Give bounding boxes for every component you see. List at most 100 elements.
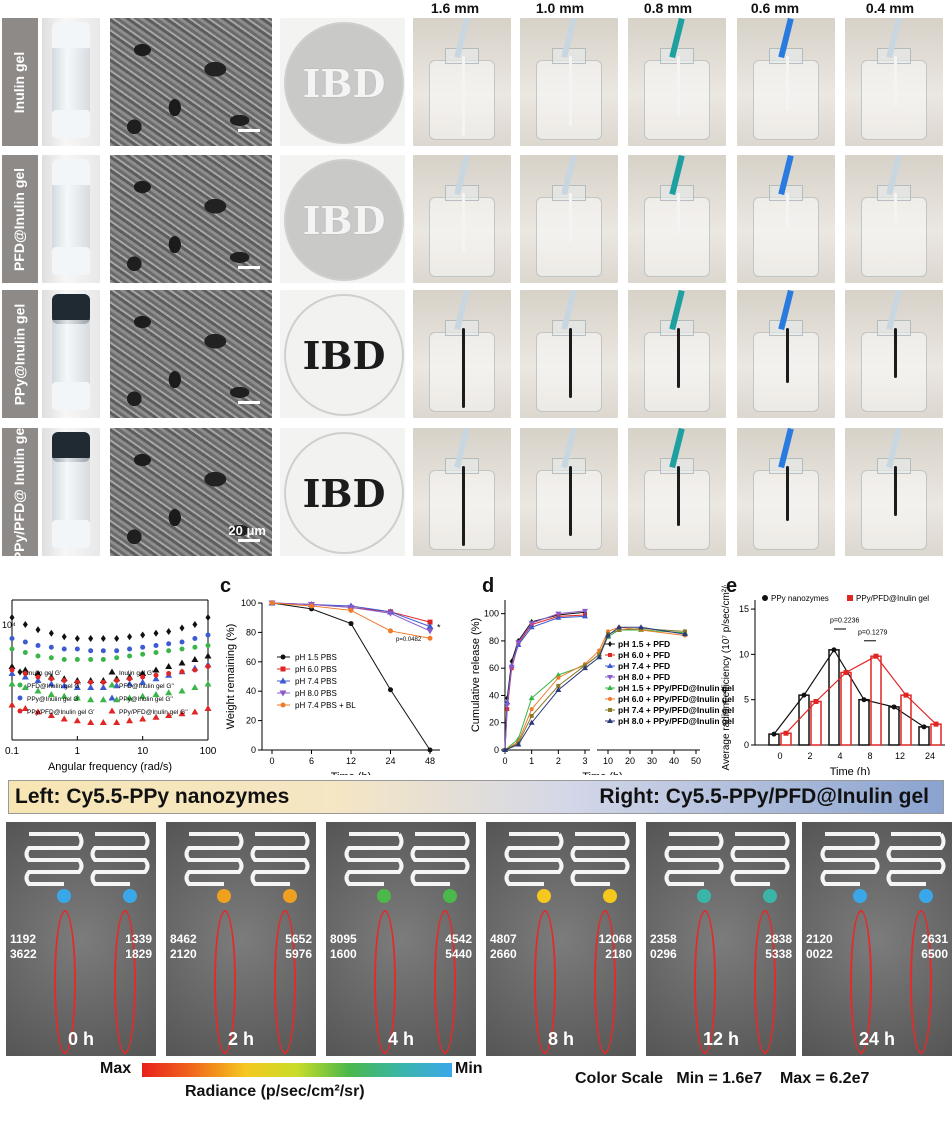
- legend-label: PFD@Inulin gel G': [27, 683, 81, 690]
- injection-bottle-photo: [520, 155, 618, 283]
- data-point: [113, 719, 121, 725]
- series-line: [504, 628, 686, 751]
- roi-value: 1339: [125, 932, 152, 946]
- roi-value: 1192: [10, 932, 37, 946]
- data-point: [165, 712, 173, 718]
- data-point: [61, 657, 67, 662]
- data-point: [388, 628, 393, 634]
- data-point: [762, 595, 768, 601]
- x-tick-label: 12: [895, 751, 905, 761]
- data-point: [108, 694, 116, 701]
- needle-size-label: 0.6 mm: [750, 0, 800, 16]
- data-point: [165, 689, 173, 696]
- bar: [858, 698, 870, 746]
- data-point: [139, 670, 147, 676]
- data-point: [348, 607, 354, 613]
- p-value-label: p=0.0482: [396, 637, 422, 643]
- data-point: [152, 666, 160, 673]
- data-point: [48, 629, 54, 637]
- data-point: [608, 697, 612, 701]
- colon-tissue-left: [504, 832, 564, 903]
- data-point: [178, 710, 186, 717]
- roi-value: 1600: [330, 947, 357, 961]
- data-point: [279, 677, 287, 684]
- legend-label: pH 8.0 + PFD: [618, 672, 670, 682]
- y-tick-label: 80: [246, 627, 256, 637]
- ivis-banner: Left: Cy5.5-PPy nanozymes Right: Cy5.5-P…: [8, 780, 944, 814]
- radiance-label: Radiance (p/sec/cm²/sr): [185, 1083, 365, 1100]
- roi-value: 4807: [490, 932, 517, 946]
- data-point: [73, 694, 81, 701]
- row-label: PPy/PFD@ Inulin gel: [2, 423, 38, 561]
- data-point: [191, 708, 199, 715]
- data-point: [555, 614, 562, 620]
- data-point: [35, 626, 41, 634]
- y-tick-label: 100: [241, 598, 256, 608]
- scale-max-label: Max: [100, 1060, 132, 1077]
- roi-ellipse-left: [694, 910, 716, 1054]
- row-label: Inulin gel: [2, 18, 38, 146]
- roi-value: 8462: [170, 932, 197, 946]
- data-point: [192, 644, 198, 650]
- roi-ellipse-right: [594, 910, 616, 1054]
- injection-bottle-photo: [520, 18, 618, 146]
- data-point: [34, 677, 42, 683]
- data-point: [9, 646, 15, 652]
- significance-star: *: [437, 623, 441, 633]
- data-point: [166, 628, 172, 635]
- colon-tissue-left: [184, 832, 244, 903]
- data-point: [100, 657, 106, 662]
- data-point: [22, 621, 28, 628]
- data-point: [387, 610, 394, 617]
- legend-label: pH 7.4 + PFD: [618, 661, 670, 671]
- data-point: [100, 648, 106, 654]
- data-point: [192, 636, 198, 641]
- x-tick-label: 1: [75, 746, 81, 757]
- data-point: [509, 658, 514, 665]
- needle-size-label: 1.6 mm: [430, 0, 480, 16]
- data-point: [35, 643, 41, 648]
- data-point: [153, 629, 159, 637]
- legend-label: pH 7.4 PBS: [295, 677, 337, 686]
- bar: [810, 700, 822, 746]
- roi-value: 6500: [921, 947, 948, 961]
- data-point: [88, 648, 94, 654]
- roi-ellipse-left: [374, 910, 396, 1054]
- data-point: [280, 654, 286, 660]
- p-value-label: p=0.1279: [858, 629, 887, 636]
- injection-bottle-photo: [845, 290, 943, 418]
- data-point: [113, 696, 121, 703]
- data-point: [608, 641, 612, 647]
- data-point: [178, 659, 186, 666]
- legend-label: PPy@Inulin gel G': [27, 696, 80, 703]
- legend-label: PPy/PFD@Inulin gel: [856, 594, 929, 603]
- sem-image: [110, 18, 272, 146]
- legend-label: PPy/PFD@Inulin gel G': [27, 709, 94, 716]
- ivis-left-label: Left: Cy5.5-PPy nanozymes: [15, 785, 290, 808]
- data-point: [427, 747, 433, 753]
- p-value-label: p=0.2236: [830, 618, 859, 625]
- ivis-image: 8095 1600 4542 5440 4 h: [326, 822, 476, 1056]
- roi-value: 0296: [650, 947, 677, 961]
- data-point: [8, 680, 16, 687]
- data-point: [126, 680, 134, 687]
- data-point: [47, 680, 55, 687]
- data-point: [504, 703, 511, 708]
- data-point: [607, 675, 613, 680]
- data-point: [555, 611, 562, 617]
- data-point: [140, 644, 146, 650]
- data-point: [127, 653, 133, 659]
- data-point: [61, 678, 67, 683]
- injection-bottle-photo: [628, 18, 726, 146]
- data-point: [617, 628, 621, 632]
- colon-tissue-left: [820, 832, 880, 903]
- colon-tissue-left: [344, 832, 404, 903]
- x-axis-label: Angular frequency (rad/s): [48, 761, 172, 773]
- roi-value: 2120: [806, 932, 833, 946]
- data-point: [205, 643, 211, 648]
- bar: [900, 694, 912, 746]
- data-point: [607, 718, 613, 723]
- data-point: [166, 641, 172, 647]
- row-label-text: PPy@Inulin gel: [11, 303, 28, 405]
- color-scale-label: Color Scale Min = 1.6e7 Max = 6.2e7: [575, 1070, 870, 1087]
